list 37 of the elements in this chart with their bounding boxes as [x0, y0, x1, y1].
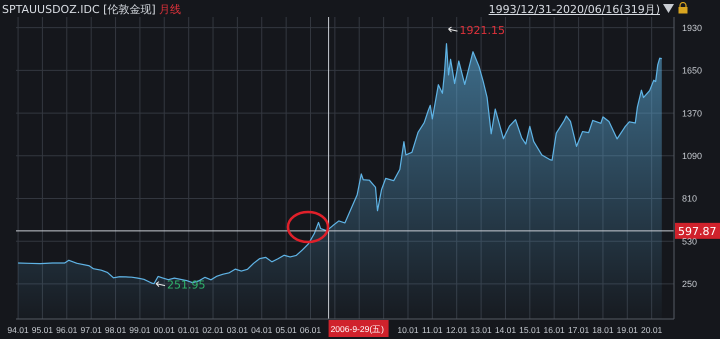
chart-subtitle: 1993/12/31-2020/06/16(319月) [488, 2, 660, 17]
x-tick-label: 11.01 [422, 325, 443, 336]
x-tick-label: 15.01 [519, 325, 541, 336]
y-tick-label: 1090 [682, 150, 702, 161]
x-tick-label: 13.01 [470, 325, 492, 336]
x-tick-label: 04.01 [251, 325, 273, 336]
x-tick-label: 99.01 [129, 325, 151, 336]
x-tick-label: 98.01 [104, 325, 126, 336]
x-tick-label: 02.01 [202, 325, 224, 336]
x-tick-label: 97.01 [80, 325, 102, 336]
x-tick-label: 94.01 [7, 325, 29, 336]
x-tick-label: 20.01 [641, 325, 663, 336]
x-tick-label: 05.01 [276, 325, 298, 336]
y-tick-label: 1650 [682, 66, 702, 76]
ref-line-label: 2006-9-29(五) [330, 324, 384, 334]
annotation: 251.95 [167, 278, 206, 292]
y-tick-label: 810 [682, 194, 698, 204]
x-tick-label: 10.01 [397, 325, 419, 336]
y-tick-label: 1370 [682, 108, 702, 118]
annotation: 1921.15 [459, 24, 505, 38]
x-tick-label: 12.01 [446, 325, 468, 336]
x-tick-label: 17.01 [568, 325, 590, 336]
x-tick-label: 96.01 [56, 325, 78, 336]
ref-line-label: 597.87 [678, 224, 716, 238]
x-tick-label: 19.01 [616, 325, 638, 336]
y-tick-label: 530 [682, 236, 698, 246]
x-tick-label: 00.01 [154, 325, 176, 336]
y-tick-label: 1930 [682, 22, 702, 33]
x-tick-label: 95.01 [32, 325, 54, 336]
x-tick-label: 18.01 [592, 325, 614, 336]
y-tick-label: 250 [682, 279, 698, 290]
x-tick-label: 06.01 [300, 325, 322, 336]
chart-title: SPTAUUSDOZ.IDC [伦敦金现] 月线 [2, 3, 182, 16]
x-tick-label: 14.01 [494, 325, 516, 336]
x-tick-label: 01.01 [178, 325, 200, 336]
x-tick-label: 16.01 [544, 325, 566, 336]
x-tick-label: 03.01 [226, 325, 248, 336]
